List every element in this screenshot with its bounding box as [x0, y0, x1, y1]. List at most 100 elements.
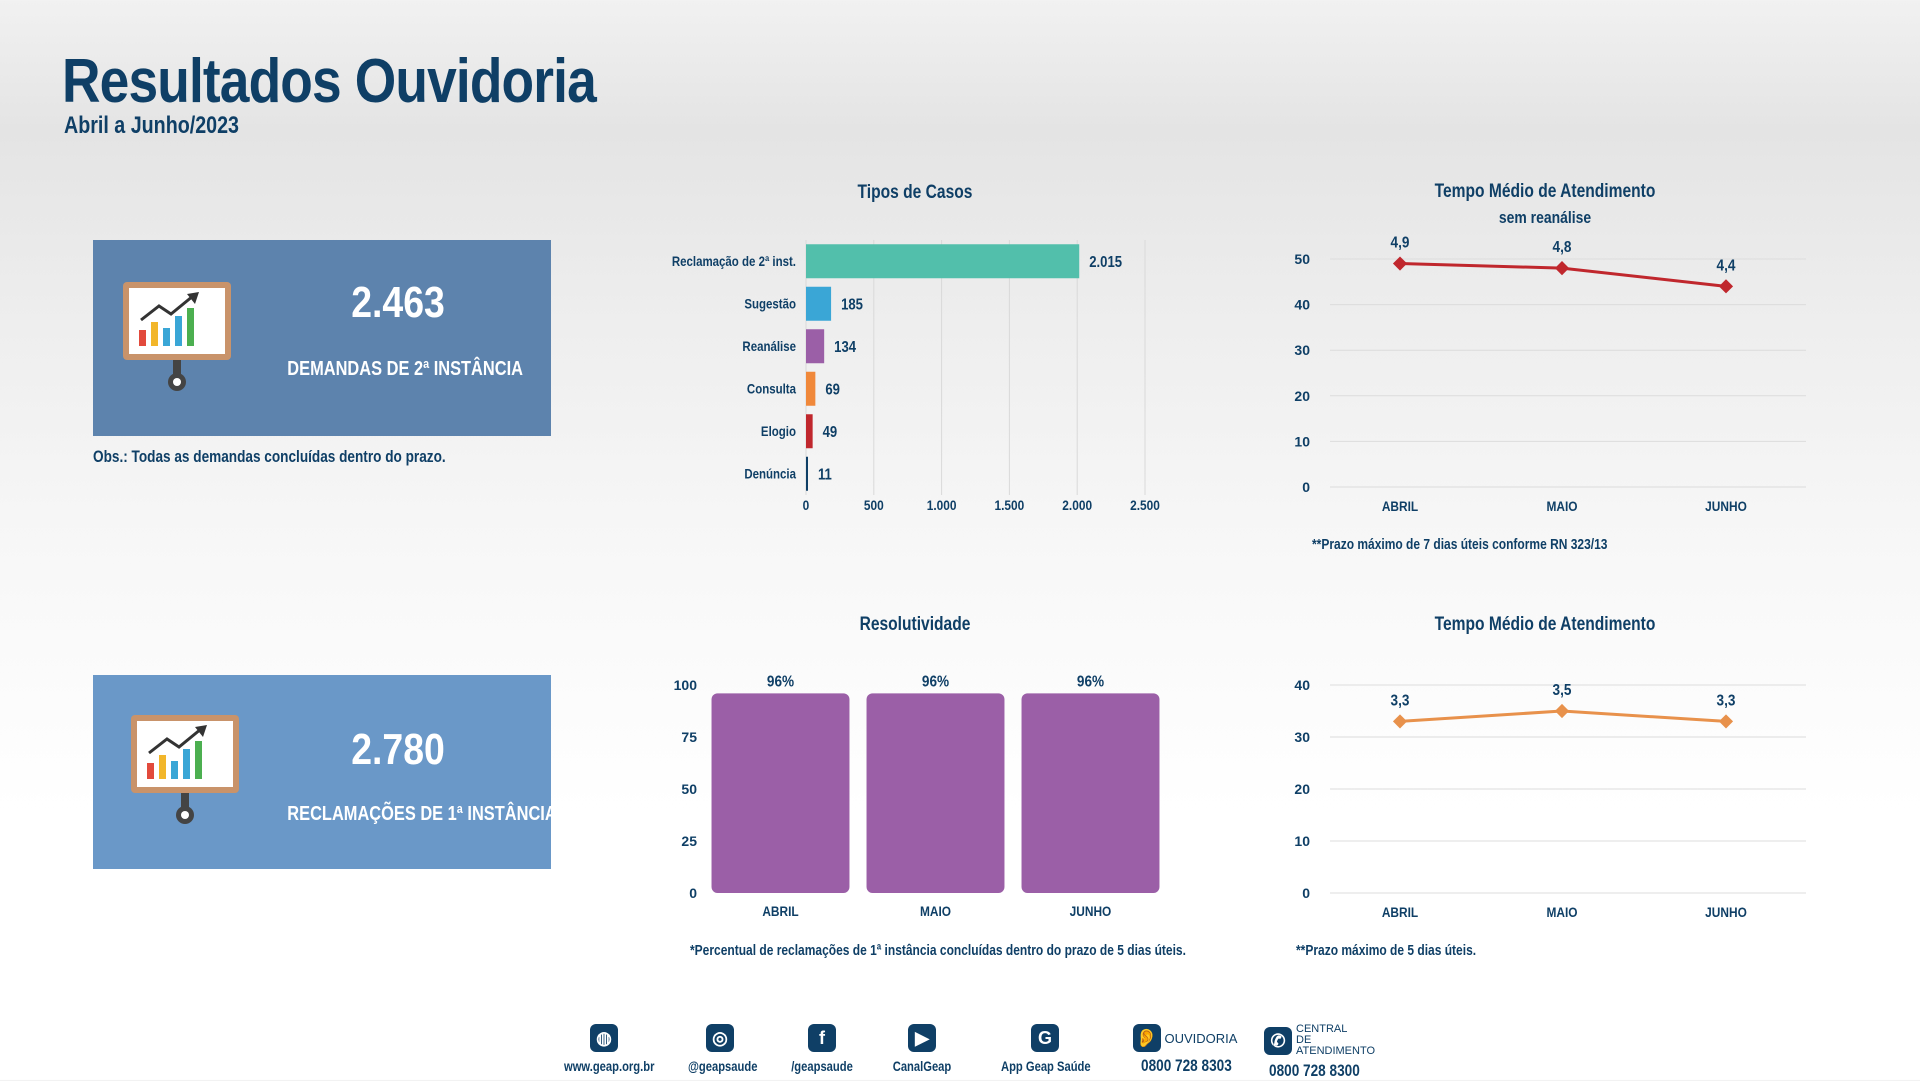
- y-tick-label: 100: [674, 677, 698, 693]
- data-point: [1718, 714, 1734, 729]
- data-label: 2.015: [1089, 254, 1122, 271]
- bar-1: [806, 286, 832, 321]
- footer-item-app[interactable]: G App Geap Saúde: [990, 1024, 1100, 1074]
- data-point: [1554, 261, 1570, 276]
- ouvidoria-phone: 0800 728 8303: [1141, 1056, 1232, 1075]
- y-category-label: Denúncia: [744, 466, 796, 482]
- footer-item-label: /geapsaude: [791, 1058, 853, 1074]
- footer-item-facebook[interactable]: f /geapsaude: [782, 1024, 862, 1074]
- data-point: [1554, 703, 1570, 719]
- x-tick-label: ABRIL: [1382, 498, 1418, 514]
- bar-5: [806, 456, 808, 491]
- footer-item-youtube[interactable]: ▶ CanalGeap: [882, 1024, 962, 1074]
- phone-icon: ✆: [1264, 1026, 1292, 1055]
- central-phone: 0800 728 8300: [1269, 1061, 1360, 1080]
- footer-item-label: App Geap Saúde: [1001, 1058, 1091, 1074]
- y-tick-label: 20: [1294, 781, 1310, 797]
- data-label: 11: [818, 467, 832, 484]
- x-tick-label: MAIO: [1546, 498, 1577, 514]
- y-category-label: Reanálise: [742, 338, 796, 354]
- data-label: 69: [825, 382, 840, 399]
- y-tick-label: 25: [681, 833, 697, 849]
- footer-item-label: CanalGeap: [892, 1058, 952, 1074]
- y-tick-label: 20: [1294, 388, 1310, 404]
- chart-subtitle-tempo-1: sem reanálise: [1498, 208, 1592, 227]
- y-category-label: Consulta: [747, 381, 797, 397]
- x-tick-label: 1.000: [927, 497, 957, 513]
- x-tick-label: 1.500: [995, 497, 1025, 513]
- data-label: 134: [834, 339, 857, 356]
- y-tick-label: 50: [1294, 251, 1310, 267]
- kpi-value: 2.780: [351, 725, 445, 774]
- data-point: [1392, 714, 1408, 729]
- kpi-value: 2.463: [351, 278, 445, 327]
- footer-item-label: www.geap.org.br: [564, 1058, 655, 1074]
- kpi-label: DEMANDAS DE 2ª INSTÂNCIA: [287, 358, 523, 380]
- chart-note-tempo-2: **Prazo máximo de 5 dias úteis.: [1296, 942, 1477, 959]
- kpi-label: RECLAMAÇÕES DE 1ª INSTÂNCIA: [287, 803, 557, 825]
- y-tick-label: 0: [689, 885, 697, 901]
- y-tick-label: 10: [1294, 833, 1310, 849]
- data-label: 4,9: [1391, 235, 1410, 252]
- kpi-card-demandas: 2.463 DEMANDAS DE 2ª INSTÂNCIA: [93, 240, 551, 436]
- central-label: CENTRAL DE ATENDIMENTO: [1296, 1023, 1376, 1057]
- y-tick-label: 30: [1294, 729, 1310, 745]
- ouvidoria-label: OUVIDORIA: [1164, 1030, 1238, 1046]
- y-tick-label: 75: [681, 729, 697, 745]
- y-category-label: Elogio: [761, 423, 796, 439]
- page-title: Resultados Ouvidoria: [62, 47, 597, 116]
- x-tick-label: 2.500: [1130, 497, 1160, 513]
- footer-item-instagram[interactable]: ◎ @geapsaude: [680, 1024, 760, 1074]
- page-subtitle: Abril a Junho/2023: [64, 112, 239, 139]
- chart-title-resolutividade: Resolutividade: [859, 614, 971, 635]
- data-label: 3,5: [1553, 682, 1572, 699]
- y-category-label: Reclamação de 2ª inst.: [672, 253, 796, 269]
- instagram-icon: ◎: [706, 1024, 734, 1052]
- chart-note-tempo-1: **Prazo máximo de 7 dias úteis conforme …: [1312, 536, 1608, 553]
- data-label: 96%: [922, 673, 949, 690]
- youtube-icon: ▶: [908, 1024, 936, 1052]
- y-tick-label: 30: [1294, 342, 1310, 358]
- bar-1: [866, 693, 1005, 893]
- bar-2: [1021, 693, 1160, 893]
- bar-4: [806, 414, 813, 449]
- obs-note: Obs.: Todas as demandas concluídas dentr…: [93, 447, 446, 466]
- ear-icon: 👂: [1132, 1024, 1161, 1052]
- facebook-icon: f: [808, 1024, 836, 1052]
- x-tick-label: 2.000: [1062, 497, 1092, 513]
- y-category-label: Sugestão: [744, 296, 796, 312]
- data-label: 96%: [1077, 673, 1104, 690]
- x-tick-label: JUNHO: [1705, 904, 1747, 920]
- bar-3: [806, 371, 816, 406]
- footer-item-site[interactable]: ◍ www.geap.org.br: [554, 1024, 654, 1074]
- presentation-chart-icon: [131, 715, 239, 824]
- presentation-chart-icon: [123, 282, 231, 391]
- x-tick-label: 0: [803, 497, 810, 513]
- x-tick-label: JUNHO: [1070, 903, 1112, 919]
- chart-title-tempo-2: Tempo Médio de Atendimento: [1434, 614, 1656, 635]
- data-label: 49: [823, 424, 838, 441]
- kpi-card-reclamacoes: 2.780 RECLAMAÇÕES DE 1ª INSTÂNCIA: [93, 675, 557, 869]
- footer-item-label: @geapsaude: [688, 1058, 758, 1074]
- data-label: 3,3: [1717, 692, 1736, 709]
- data-point: [1718, 279, 1734, 294]
- x-tick-label: MAIO: [920, 903, 951, 919]
- y-tick-label: 40: [1294, 297, 1310, 313]
- data-label: 3,3: [1391, 692, 1410, 709]
- chart-title-tipos: Tipos de Casos: [857, 182, 973, 203]
- y-tick-label: 0: [1302, 479, 1310, 495]
- globe-icon: ◍: [590, 1024, 618, 1052]
- data-label: 4,4: [1717, 257, 1737, 274]
- data-label: 185: [841, 297, 863, 314]
- data-label: 96%: [767, 673, 794, 690]
- bar-2: [806, 329, 825, 364]
- x-tick-label: ABRIL: [1382, 904, 1418, 920]
- y-tick-label: 40: [1294, 677, 1310, 693]
- x-tick-label: MAIO: [1546, 904, 1577, 920]
- data-label: 4,8: [1553, 239, 1572, 256]
- y-tick-label: 50: [681, 781, 697, 797]
- chart-note-resolutividade: *Percentual de reclamações de 1ª instânc…: [690, 942, 1186, 959]
- footer-item-ouvidoria[interactable]: 👂 OUVIDORIA 0800 728 8303: [1130, 1024, 1240, 1076]
- footer-item-central[interactable]: ✆ CENTRAL DE ATENDIMENTO 0800 728 8300: [1258, 1023, 1376, 1081]
- y-tick-label: 10: [1294, 433, 1310, 449]
